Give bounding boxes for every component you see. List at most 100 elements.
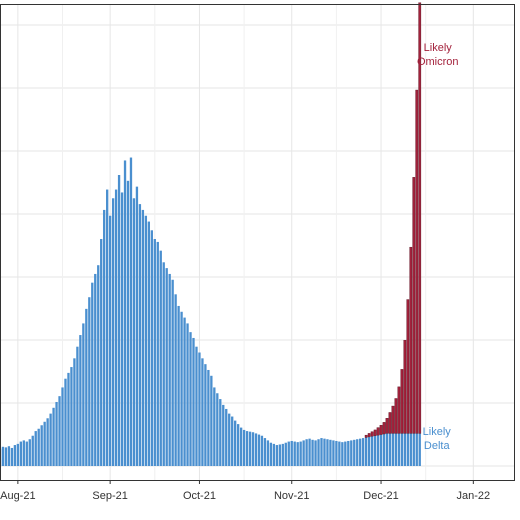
annotation-line: Delta [424, 440, 451, 452]
bar-delta [234, 420, 237, 466]
bar-delta [94, 273, 97, 466]
bar-delta [359, 438, 362, 466]
bar-delta [305, 439, 308, 466]
bar-delta [108, 215, 112, 466]
bar-delta [338, 441, 341, 466]
bar-delta [397, 433, 401, 466]
bar-delta [350, 440, 353, 466]
bar-delta [111, 198, 115, 466]
bar-delta [61, 387, 64, 466]
annotation-omicron: Likely Omicron [417, 42, 459, 68]
bar-omicron [388, 412, 392, 434]
annotations: Likely Omicron Likely Delta [417, 42, 459, 452]
bar-delta [144, 215, 148, 466]
bar-omicron [403, 340, 407, 434]
bar-delta [1, 446, 5, 466]
bar-delta [400, 433, 404, 466]
bar-delta [362, 438, 365, 466]
bar-delta [114, 189, 118, 467]
bar-delta [204, 364, 207, 466]
bar-delta [251, 432, 255, 466]
bar-delta [73, 358, 76, 466]
bar-delta [281, 443, 284, 466]
bar-delta [165, 268, 168, 466]
bar-delta [290, 440, 293, 466]
bar-delta [49, 413, 52, 466]
bar-delta [299, 441, 302, 466]
bar-delta [242, 429, 246, 466]
bar-omicron [364, 434, 368, 438]
annotation-delta: Likely Delta [423, 426, 452, 452]
bar-delta [19, 441, 22, 466]
bar-delta [13, 445, 17, 466]
bar-delta [135, 186, 139, 466]
bar-delta [376, 435, 380, 466]
bar-delta [106, 189, 109, 467]
bar-delta [43, 421, 46, 466]
bar-delta [126, 180, 130, 466]
bar-delta [123, 160, 127, 466]
bar-omicron [373, 429, 377, 436]
bar-delta [219, 399, 222, 466]
bar-delta [418, 433, 421, 466]
bar-delta [177, 305, 180, 466]
bar-delta [25, 441, 28, 466]
bar-delta [159, 250, 162, 466]
bar-delta [332, 440, 335, 466]
bar-delta [88, 297, 91, 466]
bar-delta [388, 433, 392, 466]
bar-delta [52, 407, 55, 466]
bar-delta [353, 439, 356, 466]
x-tick-label: Jan-22 [457, 490, 491, 502]
bar-omicron [418, 2, 422, 434]
bar-delta [231, 416, 234, 466]
bar-delta [37, 428, 40, 466]
bar-omicron [400, 369, 404, 434]
bar-delta [162, 262, 165, 466]
bar-delta [171, 279, 174, 466]
bar-delta [245, 431, 249, 466]
bar-omicron [370, 431, 374, 437]
bar-omicron [376, 427, 380, 436]
bar-delta [216, 393, 219, 466]
bar-delta [103, 209, 106, 467]
bar-omicron [406, 299, 410, 434]
bar-delta [120, 192, 124, 466]
bar-delta [367, 436, 371, 466]
bar-delta [266, 440, 270, 466]
bar-delta [117, 175, 121, 466]
bar-delta [70, 367, 73, 466]
bar-delta [320, 438, 323, 466]
bar-delta [67, 372, 70, 466]
bar-omicron [391, 405, 395, 434]
bar-omicron [415, 89, 419, 434]
bar-delta [254, 433, 258, 466]
bar-omicron [412, 177, 416, 434]
bar-delta [379, 434, 383, 466]
bar-delta [180, 311, 183, 466]
bar-delta [156, 241, 159, 466]
bar-delta [40, 425, 43, 466]
bar-delta [263, 438, 267, 466]
bar-delta [284, 442, 287, 466]
bar-delta [150, 230, 153, 466]
bar-delta [222, 404, 225, 466]
bar-omicron [367, 433, 371, 438]
bar-delta [260, 435, 264, 466]
bar-delta [347, 440, 350, 466]
bar-delta [257, 434, 261, 466]
x-tick-label: Oct-21 [183, 490, 216, 502]
bar-delta [344, 441, 347, 466]
bar-delta [28, 439, 31, 466]
bar-delta [409, 433, 412, 466]
bar-delta [382, 433, 386, 466]
bar-delta [97, 265, 100, 466]
bar-delta [147, 221, 150, 466]
bar-delta [225, 408, 228, 466]
bar-delta [213, 387, 216, 466]
bar-delta [55, 401, 58, 466]
bar-delta [168, 273, 171, 466]
x-axis-ticks: Aug-21 Sep-21 Oct-21 Nov-21 Dec-21 Jan-22 [0, 480, 490, 502]
